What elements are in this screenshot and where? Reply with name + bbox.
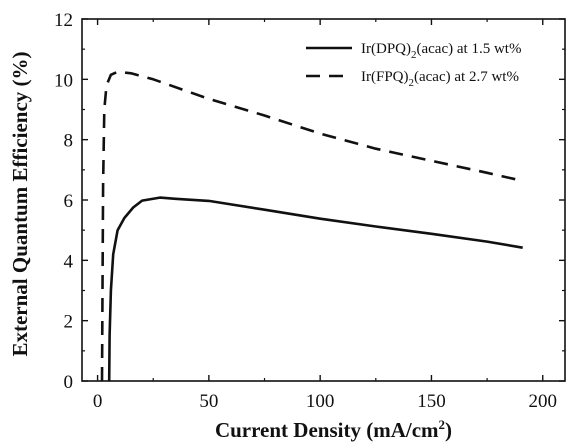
x-tick-label: 150 [417,391,446,412]
x-tick-label: 200 [528,391,557,412]
series-line-2 [100,70,521,382]
legend-label-1: Ir(DPQ)2(acac) at 1.5 wt% [361,41,521,61]
x-tick-label: 50 [199,391,218,412]
x-axis-title: Current Density (mA/cm2) [215,417,452,442]
ticks-layer: 0 50 100 150 200 0 2 4 6 8 10 12 [54,10,565,412]
y-tick-label: 0 [64,372,74,393]
y-tick-label: 10 [54,70,73,91]
y-axis-title: External Quantum Efficiency (%) [8,51,32,356]
x-tick-label: 0 [93,391,103,412]
x-tick-label: 100 [306,391,335,412]
y-tick-label: 8 [64,131,74,152]
series-layer [100,70,523,382]
legend-label-2: Ir(FPQ)2(acac) at 2.7 wt% [361,69,519,89]
series-line-1 [107,196,523,382]
legend: Ir(DPQ)2(acac) at 1.5 wt% Ir(FPQ)2(acac) … [306,41,521,89]
y-tick-label: 2 [64,312,74,333]
y-tick-label: 12 [54,10,73,31]
y-tick-label: 4 [64,251,74,272]
y-tick-label: 6 [64,191,74,212]
